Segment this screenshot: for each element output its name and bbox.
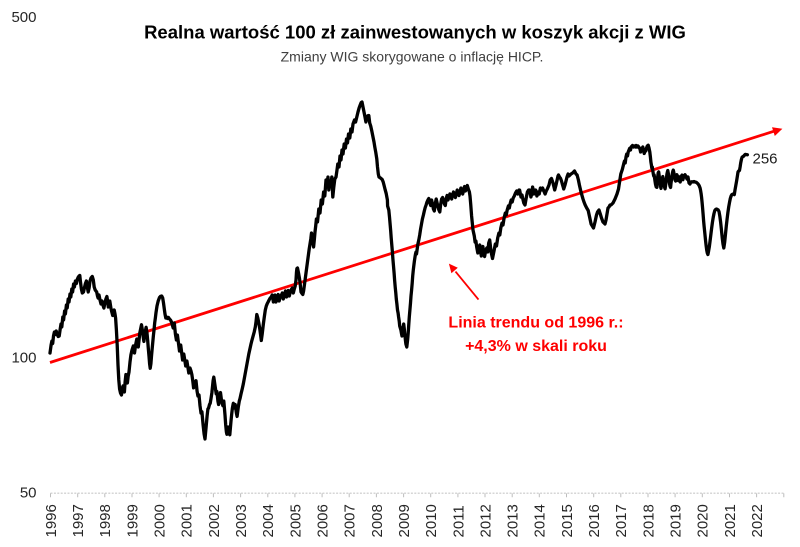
svg-text:2004: 2004: [260, 504, 277, 537]
svg-text:Zmiany WIG skorygowane o infla: Zmiany WIG skorygowane o inflację HICP.: [281, 49, 544, 65]
svg-text:1998: 1998: [97, 504, 114, 537]
svg-text:2005: 2005: [287, 504, 304, 537]
svg-text:2018: 2018: [640, 504, 657, 537]
svg-text:2006: 2006: [315, 504, 332, 537]
svg-text:+4,3% w skali roku: +4,3% w skali roku: [465, 338, 607, 355]
svg-text:500: 500: [11, 9, 36, 26]
svg-text:100: 100: [11, 350, 36, 367]
svg-text:2011: 2011: [450, 505, 467, 537]
svg-text:2015: 2015: [559, 504, 576, 537]
svg-text:2009: 2009: [396, 504, 413, 537]
svg-text:2017: 2017: [613, 504, 630, 537]
svg-text:2000: 2000: [152, 504, 169, 537]
svg-text:2002: 2002: [206, 504, 223, 537]
svg-text:2020: 2020: [695, 504, 712, 537]
svg-text:2012: 2012: [477, 504, 494, 537]
svg-text:2003: 2003: [233, 504, 250, 537]
svg-text:50: 50: [20, 485, 37, 502]
svg-text:1997: 1997: [70, 504, 87, 537]
svg-text:2014: 2014: [532, 504, 549, 537]
svg-text:2010: 2010: [423, 504, 440, 537]
svg-text:2001: 2001: [179, 504, 196, 537]
svg-text:2019: 2019: [668, 504, 685, 537]
svg-text:256: 256: [753, 150, 778, 167]
svg-text:Linia trendu od 1996 r.:: Linia trendu od 1996 r.:: [448, 315, 623, 332]
svg-text:1999: 1999: [124, 504, 141, 537]
svg-text:Realna wartość 100 zł zainwest: Realna wartość 100 zł zainwestowanych w …: [144, 22, 686, 43]
svg-text:2022: 2022: [749, 504, 766, 537]
svg-text:1996: 1996: [43, 504, 60, 537]
svg-text:2013: 2013: [505, 504, 522, 537]
svg-text:2008: 2008: [369, 504, 386, 537]
svg-text:2016: 2016: [586, 504, 603, 537]
svg-text:2007: 2007: [342, 504, 359, 537]
svg-text:2021: 2021: [722, 504, 739, 537]
